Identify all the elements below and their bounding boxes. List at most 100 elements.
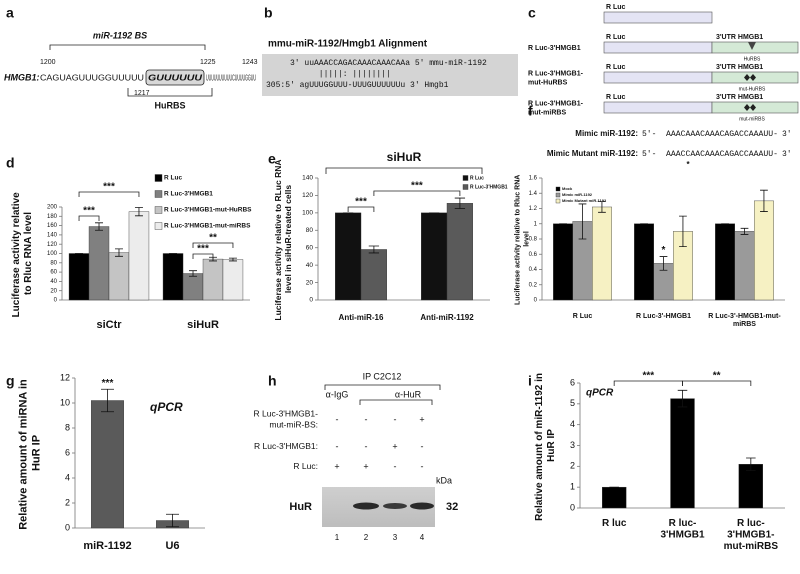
bar <box>162 253 184 301</box>
legend-label: R Luc <box>470 175 484 181</box>
x-tick-label: U6 <box>165 540 179 552</box>
site-label: miR-1192 BS <box>93 30 147 40</box>
y-tick-label: 160 <box>47 223 58 229</box>
error-bar <box>760 189 768 212</box>
antibody: α-HuR <box>395 389 422 399</box>
y-tick-label: 1.2 <box>529 206 538 212</box>
error-bar <box>101 388 114 413</box>
construct-label: R Luc-3'HMGB1-mut-HuRBS <box>528 70 584 86</box>
band <box>410 502 434 510</box>
bracket <box>78 215 100 221</box>
error-bar <box>578 203 587 240</box>
bracket <box>78 191 140 197</box>
error-bar <box>95 222 104 231</box>
legend-label: R Luc-3'HMGB1 <box>164 191 213 198</box>
mimic-end: 3' <box>782 130 792 139</box>
site-label: mut-miRBS <box>739 116 765 122</box>
legend-label: R Luc <box>164 175 182 182</box>
significance: *** <box>197 244 209 255</box>
y-tick-label: 60 <box>50 270 57 276</box>
error-bar <box>746 457 756 471</box>
unit: kDa <box>436 475 452 485</box>
protein: HuR <box>289 501 312 513</box>
y-tick-label: 120 <box>47 242 58 248</box>
x-tick-label: R luc-3'HMGB1-mut-miRBS <box>724 518 779 552</box>
x-tick-label: R Luc-3'-HMGB1-mut-miRBS <box>708 313 781 328</box>
bracket <box>127 88 213 97</box>
y-tick-label: 40 <box>50 279 57 285</box>
legend-label: Mimic miR-1192 <box>562 192 593 197</box>
panel-label: d <box>6 155 15 171</box>
sign: - <box>336 414 339 424</box>
bracket <box>347 206 375 212</box>
lane-number: 2 <box>364 533 369 542</box>
box-label: R Luc <box>606 4 626 11</box>
site-mark <box>748 42 756 50</box>
panel-label: a <box>6 5 14 21</box>
legend-swatch <box>555 198 561 204</box>
y-tick-label: 100 <box>47 251 58 257</box>
blot-title: IP C2C12 <box>363 371 402 381</box>
error-bar <box>454 197 466 209</box>
legend-label: R Luc-3'HMGB1-mut-HuRBS <box>164 207 252 214</box>
legend-label: R Luc-3'HMGB1 <box>470 184 508 190</box>
legend-swatch <box>555 186 561 192</box>
sign: - <box>421 441 424 451</box>
site-label: mut-HuRBS <box>739 86 766 92</box>
legend-label: Mock <box>562 186 573 191</box>
bar <box>592 206 612 301</box>
error-bar <box>598 201 606 213</box>
y-axis-label: Relative amount of miRNA in HuR IP <box>17 376 42 530</box>
legend-swatch <box>154 174 163 182</box>
bar <box>68 253 90 301</box>
position: 1243 <box>242 59 258 66</box>
position: 1217 <box>134 90 150 97</box>
lane-number: 1 <box>335 533 340 542</box>
rluc-box <box>603 41 713 54</box>
y-tick-label: 40 <box>306 262 314 269</box>
bar <box>421 212 448 301</box>
error-bar <box>189 270 198 277</box>
lane-number: 3 <box>393 533 398 542</box>
construct-label: R Luc-3'HMGB1-mut-miRBS <box>528 100 584 116</box>
mimic-sequence: AAACCAACAAACAGACCAAAUU- <box>666 150 778 159</box>
site-mark <box>744 74 750 81</box>
bar <box>754 200 774 301</box>
box-label: R Luc <box>606 94 626 101</box>
x-tick-label: R Luc-3'-HMGB1 <box>636 313 691 320</box>
y-tick-label: 5 <box>570 398 575 408</box>
bracket <box>682 380 752 386</box>
site-mark <box>750 74 756 81</box>
panel-label: g <box>6 373 15 389</box>
panel-label: e <box>268 151 276 167</box>
y-tick-label: 4 <box>570 419 575 429</box>
position: 1200 <box>40 59 56 66</box>
bar <box>108 252 130 301</box>
legend-label: Mimic Mutant miR-1192 <box>562 198 607 203</box>
sign: + <box>419 414 424 424</box>
sign: - <box>421 461 424 471</box>
y-tick-label: 1 <box>534 221 538 227</box>
mimic-end: 3' <box>782 150 792 159</box>
panel-label: h <box>268 373 277 389</box>
box-label: R Luc <box>606 64 626 71</box>
bracket <box>49 44 206 50</box>
x-tick-label: R luc-3'HMGB1 <box>660 518 704 541</box>
y-tick-label: 0 <box>65 522 70 532</box>
x-tick-label: Anti-miR-1192 <box>420 313 474 322</box>
x-tick-label: R luc <box>602 518 627 529</box>
y-tick-label: 10 <box>60 397 70 407</box>
annotation: qPCR <box>586 388 614 399</box>
y-tick-label: 1.6 <box>529 176 538 182</box>
legend-swatch <box>555 192 561 198</box>
y-axis-label: Luciferase activity relative to Rluc RNA… <box>11 190 34 318</box>
significance: *** <box>102 378 114 389</box>
bar <box>91 400 124 529</box>
panel-label: c <box>528 5 536 21</box>
significance: *** <box>411 181 423 192</box>
rluc-box <box>603 11 713 24</box>
error-bar <box>740 227 749 235</box>
site-mark <box>744 104 750 111</box>
